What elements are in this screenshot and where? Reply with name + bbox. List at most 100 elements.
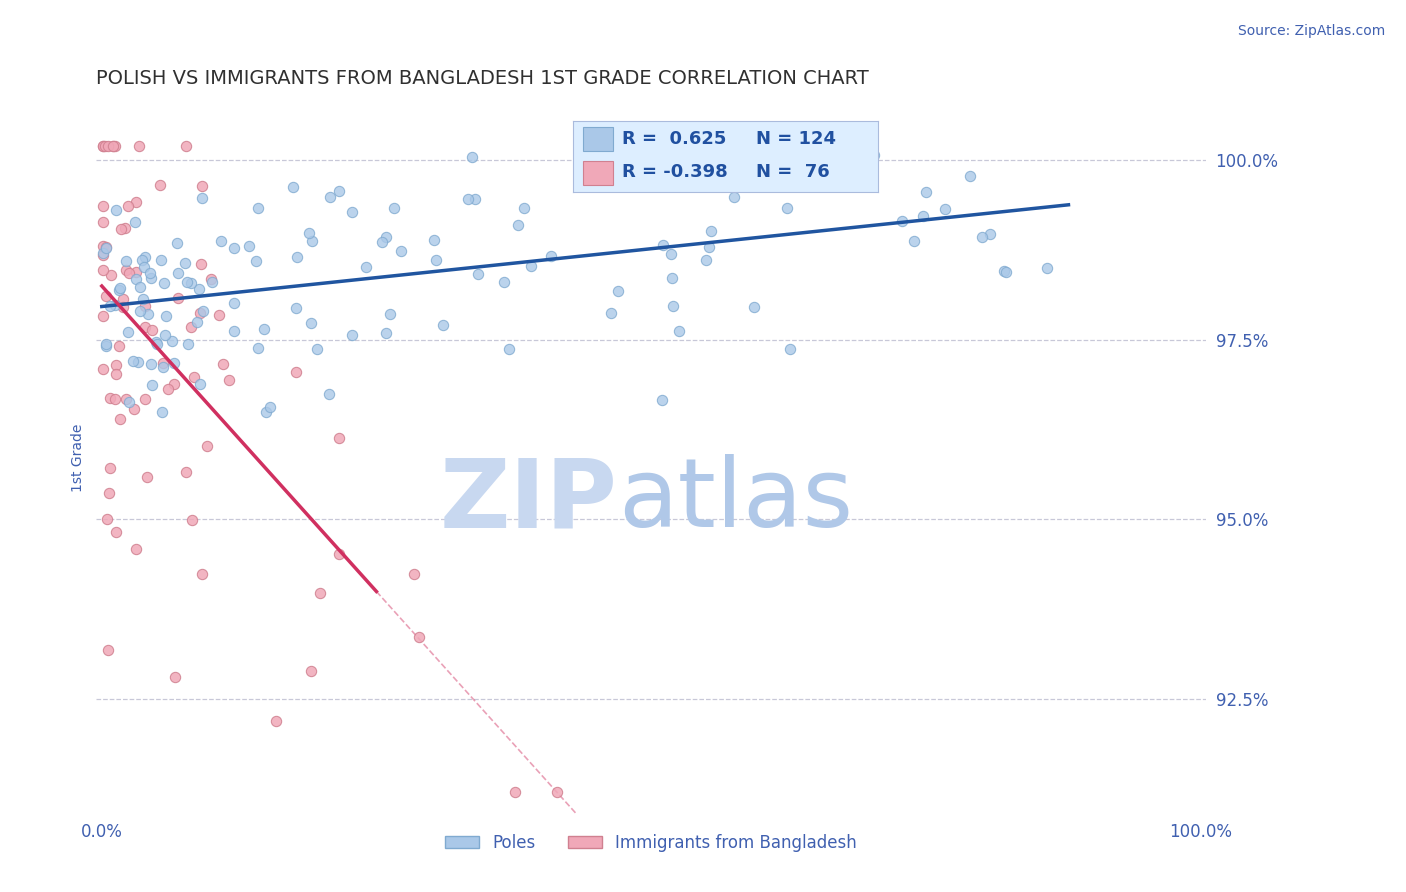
Point	[222, 324, 245, 338]
Point	[117, 199, 139, 213]
Point	[776, 201, 799, 215]
Point	[94, 240, 117, 254]
Point	[389, 244, 412, 259]
Point	[285, 365, 308, 379]
Point	[284, 301, 307, 315]
Point	[134, 320, 156, 334]
Point	[125, 541, 148, 556]
Point	[186, 315, 208, 329]
Point	[108, 339, 131, 353]
Point	[993, 264, 1015, 278]
Point	[891, 214, 914, 228]
Point	[912, 210, 935, 224]
Point	[191, 191, 214, 205]
Point	[995, 265, 1018, 279]
Point	[190, 257, 212, 271]
Point	[425, 252, 447, 267]
Point	[959, 169, 981, 183]
Y-axis label: 1st Grade: 1st Grade	[72, 424, 86, 492]
Point	[118, 395, 141, 409]
Point	[467, 267, 489, 281]
Point	[375, 230, 398, 244]
Point	[695, 253, 717, 268]
Point	[132, 292, 155, 306]
Point	[253, 322, 276, 336]
Point	[299, 664, 322, 678]
Point	[114, 263, 136, 277]
Point	[125, 272, 148, 286]
Point	[108, 411, 131, 425]
Point	[863, 148, 886, 162]
Point	[149, 178, 172, 192]
Bar	[582, 128, 613, 152]
Point	[714, 132, 737, 146]
Point	[308, 585, 330, 599]
Point	[697, 240, 720, 254]
Point	[98, 299, 121, 313]
Point	[238, 239, 260, 253]
Point	[110, 222, 132, 236]
Point	[651, 392, 673, 407]
Point	[546, 785, 568, 799]
Point	[136, 470, 159, 484]
Point	[150, 252, 173, 267]
Point	[423, 233, 446, 247]
Point	[94, 242, 117, 256]
Point	[94, 339, 117, 353]
Point	[91, 262, 114, 277]
Text: atlas: atlas	[617, 454, 853, 548]
Point	[141, 323, 163, 337]
Point	[970, 230, 993, 244]
Point	[125, 265, 148, 279]
Point	[318, 190, 340, 204]
Point	[104, 298, 127, 312]
Point	[153, 328, 176, 343]
Point	[600, 306, 623, 320]
Point	[519, 259, 541, 273]
Point	[146, 337, 169, 351]
Point	[97, 642, 120, 657]
Point	[328, 431, 350, 445]
Point	[118, 266, 141, 280]
Point	[979, 227, 1001, 242]
Point	[846, 132, 869, 146]
Point	[127, 355, 149, 369]
Point	[98, 461, 121, 475]
Point	[652, 238, 675, 252]
Point	[91, 362, 114, 376]
Text: Source: ZipAtlas.com: Source: ZipAtlas.com	[1237, 24, 1385, 38]
Point	[103, 139, 125, 153]
Point	[779, 343, 801, 357]
Point	[259, 400, 281, 414]
Point	[1036, 260, 1059, 275]
Point	[110, 281, 132, 295]
Point	[155, 309, 177, 323]
Point	[305, 343, 328, 357]
Point	[94, 337, 117, 351]
Point	[328, 547, 350, 561]
Point	[108, 283, 131, 297]
Point	[139, 266, 162, 280]
Point	[742, 300, 765, 314]
Point	[492, 275, 515, 289]
Point	[224, 241, 246, 255]
Point	[124, 215, 146, 229]
Point	[122, 353, 145, 368]
Point	[122, 401, 145, 416]
Point	[201, 276, 224, 290]
Point	[626, 138, 648, 153]
Point	[188, 376, 211, 391]
Point	[404, 566, 426, 581]
Text: R = -0.398: R = -0.398	[623, 163, 728, 181]
Point	[247, 341, 270, 355]
Point	[464, 192, 486, 206]
Point	[222, 296, 245, 310]
Point	[174, 139, 197, 153]
Point	[91, 309, 114, 323]
Point	[299, 316, 322, 330]
Point	[318, 387, 340, 401]
Text: R =  0.625: R = 0.625	[623, 130, 727, 148]
Point	[134, 260, 156, 274]
Point	[128, 139, 150, 153]
Point	[283, 179, 305, 194]
